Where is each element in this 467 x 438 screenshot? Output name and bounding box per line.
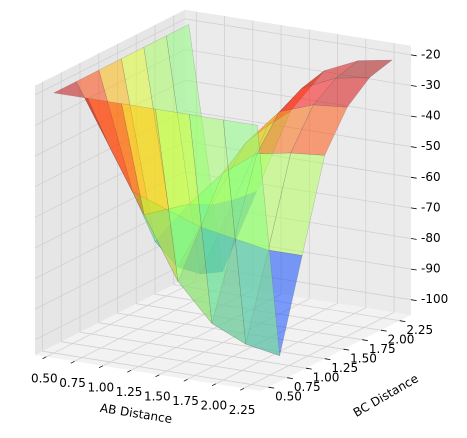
surface-patch	[223, 119, 280, 357]
tick-mark	[343, 348, 350, 351]
grid-line	[42, 350, 269, 388]
tick-mark	[211, 383, 216, 387]
x-axis-label: AB Distance	[99, 401, 173, 426]
tick-mark	[410, 146, 417, 148]
grid-line	[61, 341, 288, 379]
y-tick-label: 1.50	[350, 352, 377, 366]
tick-mark	[305, 367, 312, 370]
surface	[52, 24, 393, 357]
tick-mark	[410, 176, 417, 179]
y-tick-label: 0.75	[294, 380, 321, 394]
tick-mark	[380, 329, 387, 332]
labels: 0.50 0.75 1.00 1.25 1.50 1.75 2.00 2.250.500.75…	[31, 47, 448, 416]
tick-mark	[324, 358, 331, 360]
surface-patch	[267, 152, 326, 256]
tick-mark	[268, 386, 275, 389]
z-tick-label: -80	[421, 231, 441, 245]
tick-mark	[98, 365, 103, 369]
y-tick-label: 2.00	[388, 333, 415, 347]
tick-mark	[362, 339, 368, 341]
y-tick-label: 0.50	[275, 390, 302, 404]
grid-line	[215, 307, 366, 385]
tick-mark	[287, 377, 293, 379]
z-tick-label: -100	[421, 292, 448, 306]
x-tick-label: 2.00	[200, 398, 227, 412]
tick-mark	[410, 238, 417, 240]
grid-line	[184, 49, 412, 86]
surface-patch	[335, 59, 393, 79]
tick-mark	[42, 356, 47, 360]
x-tick-label: 0.50	[31, 371, 58, 385]
z-tick-label: -70	[421, 200, 441, 214]
tick-mark	[410, 54, 417, 57]
x-tick-label: 1.25	[116, 385, 143, 399]
tick-mark	[410, 268, 417, 271]
x-tick-label: 2.25	[229, 403, 256, 417]
z-tick-label: -40	[421, 109, 441, 123]
bottom-pane	[35, 279, 411, 391]
z-tick-label: -50	[421, 139, 441, 153]
grid-line	[34, 263, 186, 341]
grid-line	[184, 18, 412, 56]
tick-mark	[240, 387, 245, 391]
x-tick-label: 1.75	[172, 394, 199, 408]
x-tick-label: 0.75	[59, 376, 86, 390]
y-axis-label: BC Distance	[351, 371, 421, 419]
z-tick-label: -20	[421, 47, 441, 61]
y-tick-label: 1.75	[369, 342, 396, 356]
y-tick-label: 2.25	[406, 323, 433, 337]
x-tick-label: 1.50	[144, 389, 171, 403]
grid-line	[34, 18, 186, 96]
tick-mark	[127, 369, 132, 373]
tick-mark	[410, 299, 417, 301]
tick-mark	[410, 207, 417, 210]
tick-mark	[410, 85, 417, 87]
y-tick-label: 1.25	[331, 361, 358, 375]
tick-mark	[70, 360, 75, 364]
z-tick-label: -30	[421, 78, 441, 92]
grid-line	[46, 280, 197, 358]
tick-mark	[399, 320, 406, 322]
tick-mark	[183, 378, 188, 382]
grid-line	[79, 331, 307, 369]
tick-mark	[410, 115, 417, 118]
tick-mark	[155, 374, 160, 378]
z-tick-label: -90	[421, 262, 441, 276]
grid-line	[243, 311, 395, 389]
x-tick-label: 1.00	[87, 380, 114, 394]
y-tick-label: 1.00	[313, 371, 340, 385]
z-tick-label: -60	[421, 170, 441, 184]
grid-line	[98, 322, 325, 360]
